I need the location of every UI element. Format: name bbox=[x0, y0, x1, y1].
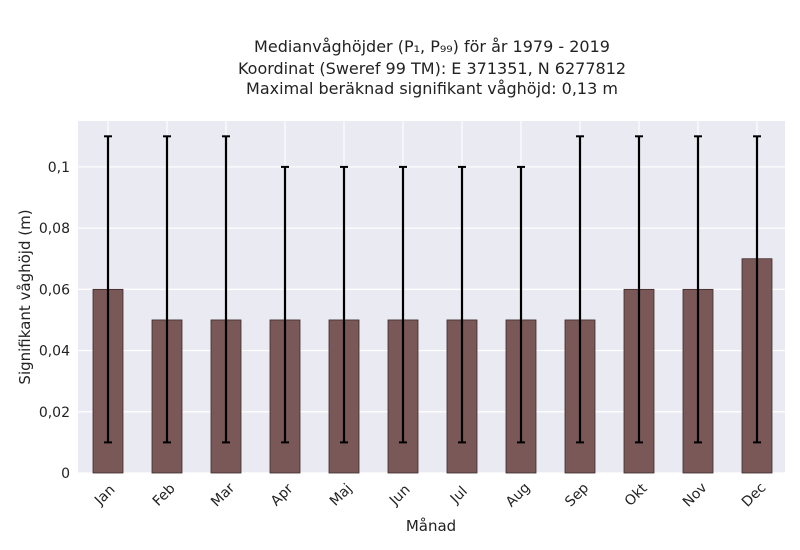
error-bar-jul bbox=[458, 165, 466, 444]
x-tick-label-maj: Maj bbox=[327, 481, 356, 510]
x-tick-label-jan: Jan bbox=[91, 482, 118, 509]
y-tick-label-2: 0,04 bbox=[39, 344, 70, 360]
error-bar-jan bbox=[104, 135, 112, 444]
error-bar-dec bbox=[753, 135, 761, 444]
error-bar-mar bbox=[222, 135, 230, 444]
error-bar-nov bbox=[694, 135, 702, 444]
y-tick-label-3: 0,06 bbox=[39, 282, 70, 298]
x-tick-label-apr: Apr bbox=[268, 481, 297, 510]
y-tick-label-5: 0,1 bbox=[48, 160, 70, 176]
y-tick-label-1: 0,02 bbox=[39, 405, 70, 421]
x-tick-label-mar: Mar bbox=[208, 480, 238, 510]
error-bar-maj bbox=[340, 165, 348, 444]
title-line-2: Koordinat (Sweref 99 TM): E 371351, N 62… bbox=[238, 59, 626, 78]
y-axis-ticks: 0 0,02 0,04 0,06 0,08 0,1 bbox=[39, 160, 70, 482]
x-tick-label-jul: Jul bbox=[447, 484, 471, 508]
x-tick-label-nov: Nov bbox=[680, 480, 711, 511]
error-bar-apr bbox=[281, 165, 289, 444]
x-tick-label-aug: Aug bbox=[503, 480, 534, 511]
plot-area bbox=[78, 121, 785, 473]
error-bar-feb bbox=[163, 135, 171, 444]
x-tick-label-feb: Feb bbox=[150, 481, 179, 510]
chart-title: Medianvåghöjder (P₁, P₉₉) för år 1979 - … bbox=[238, 37, 626, 98]
title-line-3: Maximal beräknad signifikant våghöjd: 0,… bbox=[246, 79, 618, 98]
x-axis-label: Månad bbox=[406, 517, 456, 535]
error-bars bbox=[104, 135, 761, 444]
x-tick-label-sep: Sep bbox=[562, 480, 592, 510]
x-tick-label-jun: Jun bbox=[386, 482, 413, 509]
error-bar-okt bbox=[635, 135, 643, 444]
title-line-1: Medianvåghöjder (P₁, P₉₉) för år 1979 - … bbox=[254, 37, 610, 56]
x-tick-label-okt: Okt bbox=[622, 480, 651, 509]
y-tick-label-4: 0,08 bbox=[39, 221, 70, 237]
error-bar-aug bbox=[517, 165, 525, 444]
error-bar-jun bbox=[399, 165, 407, 444]
error-bar-sep bbox=[576, 135, 584, 444]
x-tick-label-dec: Dec bbox=[739, 480, 769, 510]
y-tick-label-0: 0 bbox=[61, 466, 70, 482]
y-axis-label: Signifikant våghöjd (m) bbox=[16, 209, 34, 384]
x-axis-ticks: Jan Feb Mar Apr Maj Jun Jul Aug Sep Okt Nov Dec bbox=[91, 480, 769, 511]
